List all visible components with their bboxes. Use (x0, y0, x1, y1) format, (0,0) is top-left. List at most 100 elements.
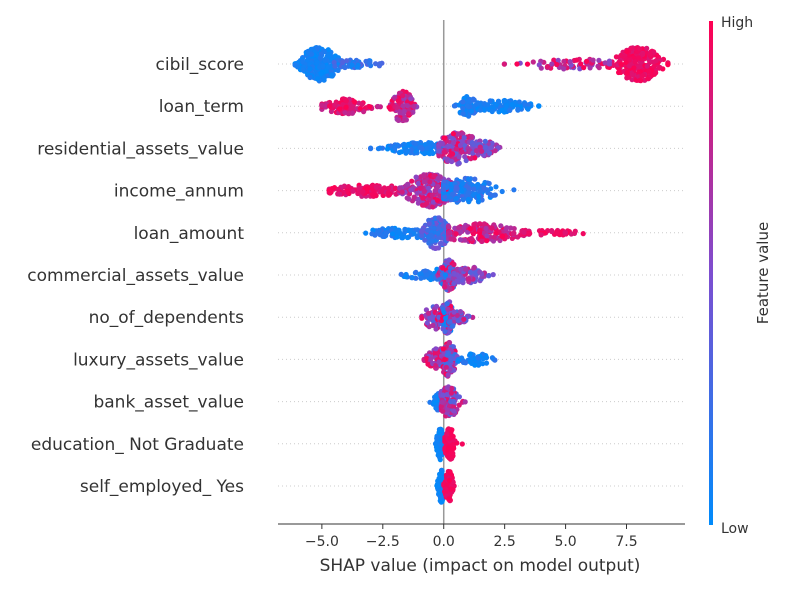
shap-point (526, 231, 532, 237)
shap-point (344, 58, 350, 64)
shap-point (403, 148, 409, 154)
shap-point (486, 273, 492, 279)
shap-point (328, 72, 335, 78)
shap-point (581, 65, 587, 71)
shap-point (465, 196, 471, 203)
shap-point (408, 187, 414, 193)
shap-point (405, 181, 411, 187)
shap-point (400, 93, 406, 99)
shap-point (538, 65, 544, 71)
feature-row (368, 130, 503, 167)
feature-label: no_of_dependents (89, 308, 245, 328)
shap-point (411, 231, 417, 237)
shap-point (624, 49, 630, 55)
feature-label: cibil_score (156, 55, 245, 75)
shap-point (572, 228, 578, 234)
shap-point (365, 185, 371, 191)
shap-point (488, 145, 494, 151)
shap-point (433, 405, 439, 411)
shap-point (525, 102, 531, 108)
shap-point (466, 176, 472, 182)
shap-point (478, 238, 485, 244)
shap-point (399, 189, 405, 195)
shap-point (321, 75, 327, 81)
shap-point (451, 309, 457, 315)
shap-point (481, 185, 487, 191)
shap-point (577, 66, 583, 72)
shap-point (332, 102, 338, 108)
shap-point (342, 96, 348, 103)
shap-point (367, 59, 373, 65)
shap-point (421, 179, 427, 185)
shap-point (436, 359, 442, 365)
shap-point (450, 323, 456, 329)
x-tick-label: −5.0 (305, 534, 339, 550)
shap-point (460, 105, 466, 111)
feature-row (319, 88, 542, 124)
shap-point (414, 190, 420, 196)
shap-point (314, 45, 320, 51)
shap-point (425, 185, 432, 191)
shap-point (497, 237, 503, 244)
feature-labels: cibil_score loan_term residential_assets_v… (27, 55, 244, 497)
shap-point (472, 176, 478, 182)
shap-point (445, 277, 451, 283)
shap-point (444, 431, 450, 437)
shap-point (480, 361, 486, 367)
shap-point (644, 63, 650, 69)
shap-point (451, 262, 457, 268)
shap-point (398, 149, 404, 155)
shap-point (454, 278, 460, 284)
shap-point (498, 223, 504, 229)
shap-point (435, 234, 441, 240)
shap-point (379, 188, 385, 194)
shap-point (419, 315, 425, 321)
shap-point (458, 229, 464, 235)
shap-point (446, 435, 453, 442)
shap-point (590, 57, 596, 63)
shap-point (459, 441, 465, 447)
shap-point (432, 399, 438, 406)
shap-point (336, 106, 343, 112)
shap-point (455, 131, 461, 137)
shap-point (361, 109, 367, 115)
shap-point (442, 445, 448, 451)
shap-point (357, 105, 363, 111)
colorbar-title: Feature value (754, 222, 772, 324)
shap-point (471, 97, 477, 103)
shap-point (629, 71, 635, 77)
x-tick-label: −2.5 (366, 534, 400, 550)
shap-point (343, 104, 349, 110)
shap-point (304, 57, 310, 64)
shap-point (445, 407, 451, 413)
shap-point (618, 61, 624, 67)
beeswarm-points (292, 45, 671, 505)
shap-point (602, 60, 608, 66)
shap-point (422, 268, 428, 274)
shap-point (437, 452, 443, 458)
shap-point (441, 135, 447, 141)
shap-point (477, 227, 483, 233)
shap-point (477, 269, 483, 275)
shap-point (448, 390, 454, 396)
shap-point (444, 392, 450, 398)
shap-point (446, 143, 452, 149)
shap-point (449, 191, 455, 197)
shap-point (435, 230, 441, 236)
shap-point (373, 193, 379, 199)
shap-point (402, 227, 408, 233)
shap-point (639, 73, 645, 79)
feature-row (427, 384, 468, 419)
shap-point (294, 63, 301, 69)
shap-point (580, 231, 586, 237)
feature-label: self_employed_ Yes (80, 477, 244, 497)
shap-point (462, 266, 469, 272)
shap-point (349, 62, 355, 68)
shap-point (466, 276, 472, 282)
shap-point (325, 47, 331, 53)
shap-point (646, 68, 652, 74)
shap-point (499, 234, 505, 240)
shap-point (467, 269, 474, 275)
shap-point (452, 103, 458, 109)
shap-point (626, 74, 632, 80)
